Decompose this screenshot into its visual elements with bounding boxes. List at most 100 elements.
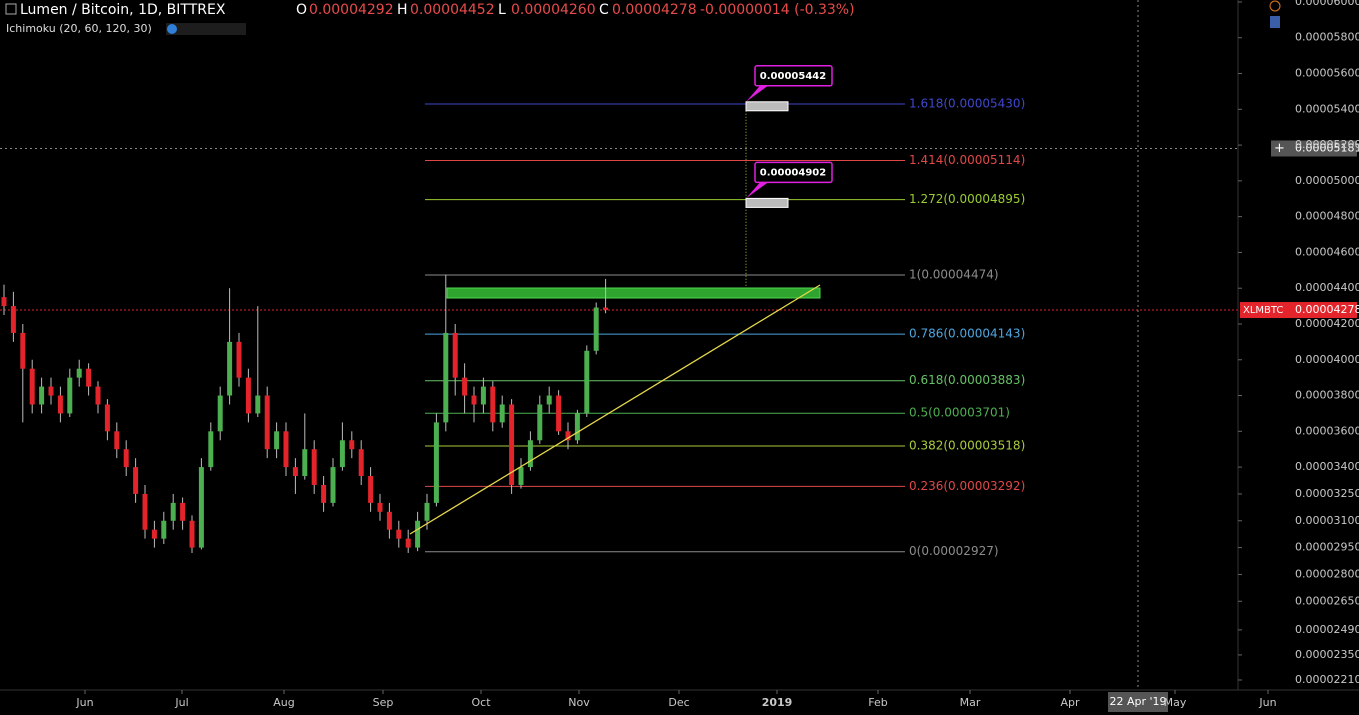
y-tick-label: 0.00002350	[1295, 648, 1359, 661]
price-change: -0.00000014 (-0.33%)	[700, 2, 855, 18]
y-tick-label: 0.00003800	[1295, 389, 1359, 402]
candle-body	[490, 386, 496, 423]
y-tick-label: 0.00003250	[1295, 487, 1359, 500]
fib-label: 0.5(0.00003701)	[909, 406, 1010, 420]
candle-body	[368, 476, 374, 503]
candle-body	[330, 467, 336, 503]
layout-icon[interactable]	[1270, 16, 1280, 28]
candle-body	[10, 306, 16, 333]
x-tick-label: Jun	[75, 696, 93, 709]
candle-body	[377, 502, 383, 512]
x-tick-label: Jul	[174, 696, 188, 709]
callout-pointer	[746, 182, 768, 199]
ohlc-value: 0.00004260	[511, 2, 596, 18]
ohlc-key: O	[296, 2, 307, 18]
candle-body	[415, 520, 421, 548]
fib-label: 1(0.00004474)	[909, 267, 999, 281]
x-tick-label: Nov	[568, 696, 590, 709]
candle-body	[480, 386, 486, 405]
ohlc-key: L	[498, 2, 506, 18]
y-tick-label: 0.00003100	[1295, 514, 1359, 527]
fib-label: 1.414(0.00005114)	[909, 153, 1025, 167]
indicator-controls[interactable]	[166, 23, 246, 35]
price-marker	[745, 101, 789, 112]
candle-body	[339, 440, 345, 468]
callout-text: 0.00005442	[760, 71, 826, 82]
candle-body	[424, 502, 430, 521]
candle-body	[245, 377, 251, 414]
y-tick-label: 0.00005200	[1295, 138, 1359, 151]
x-tick-label: Dec	[668, 696, 689, 709]
candle-body	[274, 431, 280, 450]
candle-body	[452, 332, 458, 378]
price-marker	[745, 197, 789, 208]
candle-body	[546, 395, 552, 405]
candle-body	[20, 332, 26, 369]
callout-box	[754, 65, 833, 87]
candle-body	[76, 368, 82, 378]
candle-body	[255, 395, 261, 414]
x-tick-label: Mar	[960, 696, 981, 709]
ohlc-value: 0.00004292	[309, 2, 394, 18]
alert-icon[interactable]	[1269, 0, 1281, 12]
candle-body	[292, 467, 298, 477]
visibility-icon[interactable]	[167, 24, 177, 34]
fib-label: 0.236(0.00003292)	[909, 479, 1025, 493]
y-tick-label: 0.00004600	[1295, 245, 1359, 258]
x-tick-label: Jun	[1258, 696, 1276, 709]
candle-body	[151, 529, 157, 539]
x-tick-label: 2019	[762, 696, 793, 709]
crosshair-plus: +	[1274, 141, 1285, 156]
candle-body	[283, 431, 289, 468]
y-tick-label: 0.00006000	[1295, 0, 1359, 8]
candle-body	[471, 395, 477, 405]
y-tick-label: 0.00002210	[1295, 673, 1359, 686]
y-tick-label: 0.00005000	[1295, 174, 1359, 187]
x-tick-label: Sep	[373, 696, 394, 709]
overlay: 0.00005442 0.00004902 XLMBTC 0.00004278 + 0.0…	[745, 65, 1359, 712]
candle-body	[565, 431, 571, 441]
fib-label: 1.618(0.00005430)	[909, 96, 1025, 110]
crosshair-badge	[1271, 140, 1357, 157]
candle-body	[208, 431, 214, 468]
callout-text: 0.00004902	[760, 167, 826, 178]
trend-line	[409, 284, 821, 535]
collapse-icon[interactable]	[5, 3, 17, 15]
candle-body	[462, 377, 468, 396]
candle-body	[593, 307, 599, 351]
candle-body	[48, 386, 54, 396]
candle-body	[104, 404, 110, 432]
candle-body	[443, 332, 449, 423]
crosshair-price: 0.00005181	[1295, 141, 1359, 154]
candle-body	[603, 307, 609, 311]
candle-body	[537, 404, 543, 441]
candle-body	[29, 368, 35, 405]
ohlc-key: H	[397, 2, 408, 18]
candle-body	[57, 395, 63, 414]
indicator-label: Ichimoku (20, 60, 120, 30)	[6, 22, 152, 35]
y-tick-label: 0.00004200	[1295, 317, 1359, 330]
candle-body	[161, 520, 167, 539]
last-price-symbol: XLMBTC	[1243, 305, 1283, 316]
y-tick-label: 0.00004400	[1295, 281, 1359, 294]
ohlc-value: 0.00004452	[410, 2, 495, 18]
candle-body	[584, 350, 590, 414]
fib-label: 1.272(0.00004895)	[909, 192, 1025, 206]
candle-body	[1, 297, 7, 307]
candle-body	[386, 511, 392, 530]
candle-body	[518, 467, 524, 485]
candle-body	[236, 341, 242, 378]
ohlc-key: C	[599, 2, 609, 18]
candle-body	[556, 395, 562, 432]
y-tick-label: 0.00005400	[1295, 102, 1359, 115]
candle-body	[180, 502, 186, 521]
y-tick-label: 0.00003400	[1295, 460, 1359, 473]
candle-body	[39, 386, 45, 405]
candle-body	[198, 467, 204, 548]
y-tick-label: 0.00002490	[1295, 623, 1359, 636]
candle-body	[349, 440, 355, 450]
candle-body	[405, 538, 411, 548]
fib-label: 0.618(0.00003883)	[909, 373, 1025, 387]
candle-body	[527, 440, 533, 468]
